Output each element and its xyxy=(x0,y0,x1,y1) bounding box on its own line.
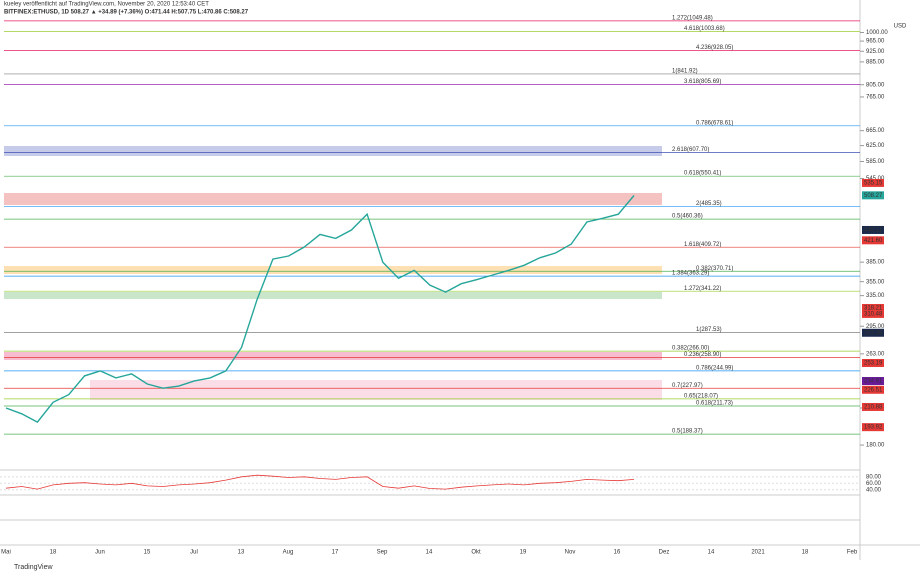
rsi-line xyxy=(5,474,635,490)
fib-label: 0.65(218.07) xyxy=(684,393,718,399)
x-tick-label: Okt xyxy=(471,550,481,556)
zone xyxy=(4,352,662,360)
price-tag-label: 310.48 xyxy=(864,311,883,317)
y-tick-label: 335.00 xyxy=(866,293,885,299)
price-tag-label: 508.27 xyxy=(864,193,883,199)
fib-label: 2(485.35) xyxy=(696,201,722,207)
x-tick-label: 14 xyxy=(708,550,715,556)
price-tag xyxy=(862,178,884,187)
fib-label: 1.618(409.72) xyxy=(684,242,721,248)
y-tick-label: 585.00 xyxy=(866,159,885,165)
x-tick-label: 18 xyxy=(802,550,809,556)
x-tick-label: 15 xyxy=(144,550,151,556)
x-tick-label: Dez xyxy=(659,550,670,556)
x-tick-label: 18 xyxy=(50,550,57,556)
fib-label: 1.384(363.29) xyxy=(672,271,709,277)
fib-label: 0.382(370.71) xyxy=(696,266,733,272)
price-tag-label: 421.60 xyxy=(864,238,883,244)
price-tag xyxy=(862,236,884,245)
y-tick-label: 965.00 xyxy=(866,39,885,45)
y-tick-label: 355.00 xyxy=(866,279,885,285)
rsi-tick-label: 60.00 xyxy=(866,481,882,487)
fib-label: 0.7(227.97) xyxy=(672,383,703,389)
brand: TradingView xyxy=(14,564,53,571)
y-tick-label: 295.00 xyxy=(866,324,885,330)
price-tag xyxy=(862,191,884,200)
y-tick-label: 625.00 xyxy=(866,143,885,149)
x-tick-label: 16 xyxy=(614,550,621,556)
fib-label: 0.786(678.61) xyxy=(696,120,733,126)
price-tag-label: 210.88 xyxy=(864,405,883,411)
x-tick-label: Feb xyxy=(847,550,858,556)
price-tag-label: 193.92 xyxy=(864,425,883,431)
zone xyxy=(90,380,662,400)
zone xyxy=(4,193,662,205)
price-tag-label: 253.19 xyxy=(864,361,883,367)
fib-label: 0.618(550.41) xyxy=(684,171,721,177)
symbol-line: BITFINEX:ETHUSD, 1D 508.27 ▲ +34.89 (+7.… xyxy=(4,10,249,16)
y-tick-label: 180.00 xyxy=(866,443,885,449)
x-tick-label: 13 xyxy=(238,550,245,556)
price-tag xyxy=(862,423,884,432)
x-tick-label: Mai xyxy=(1,550,11,556)
x-tick-label: Jul xyxy=(190,550,198,556)
price-tag-label: 440.11 xyxy=(864,228,883,234)
y-tick-label: 925.00 xyxy=(866,49,885,55)
rsi-tick-label: 40.00 xyxy=(866,487,882,493)
zone xyxy=(4,146,662,156)
x-tick-label: Aug xyxy=(283,550,294,556)
price-tag xyxy=(862,358,884,367)
price-tag-label: 287.08 xyxy=(864,330,883,336)
fib-label: 0.618(211.73) xyxy=(696,401,733,407)
y-tick-label: 385.00 xyxy=(866,260,885,266)
y-tick-label: 263.00 xyxy=(866,351,885,357)
price-tag xyxy=(862,225,884,234)
currency: USD xyxy=(894,24,907,30)
fib-label: 4.236(928.05) xyxy=(696,45,733,51)
fib-label: 2.618(607.70) xyxy=(672,147,709,153)
author-line: kueley veröffentlicht auf TradingView.co… xyxy=(4,2,209,8)
fib-label: 4.618(1003.68) xyxy=(684,26,725,32)
price-tag xyxy=(862,385,884,394)
y-tick-label: 1000.00 xyxy=(866,30,888,36)
rsi-tick-label: 80.00 xyxy=(866,474,882,480)
zone xyxy=(4,266,662,274)
x-tick-label: Nov xyxy=(565,550,576,556)
price-tag xyxy=(862,377,884,386)
fib-label: 1(287.53) xyxy=(696,327,722,333)
y-tick-label: 885.00 xyxy=(866,59,885,65)
fib-label: 1.272(1049.48) xyxy=(672,15,713,21)
x-tick-label: Sep xyxy=(377,550,388,556)
y-tick-label: 665.00 xyxy=(866,128,885,134)
zone xyxy=(4,292,662,299)
y-tick-label: 805.00 xyxy=(866,82,885,88)
price-tag-label: 234.91 xyxy=(864,379,883,385)
price-tag-label: 318.21 xyxy=(864,306,883,312)
fib-label: 1(841.92) xyxy=(672,68,698,74)
x-tick-label: 19 xyxy=(520,550,527,556)
fib-label: 0.5(460.36) xyxy=(672,214,703,220)
x-tick-label: 14 xyxy=(426,550,433,556)
price-line xyxy=(5,195,635,423)
x-tick-label: 17 xyxy=(332,550,339,556)
fib-label: 0.382(266.00) xyxy=(672,346,709,352)
price-tag-label: 226.51 xyxy=(864,387,883,393)
fib-label: 3.618(805.69) xyxy=(684,79,721,85)
fib-label: 0.786(244.99) xyxy=(696,365,733,371)
fib-label: 0.5(188.37) xyxy=(672,429,703,435)
price-tag-label: 535.15 xyxy=(864,181,883,187)
price-tag xyxy=(862,328,884,337)
price-tag xyxy=(862,303,884,312)
x-tick-label: Jun xyxy=(95,550,105,556)
price-tag xyxy=(862,402,884,411)
price-tag xyxy=(862,309,884,318)
y-tick-label: 765.00 xyxy=(866,95,885,101)
fib-label: 0.236(258.90) xyxy=(684,352,721,358)
x-tick-label: 2021 xyxy=(751,550,765,556)
fib-label: 1.272(341.22) xyxy=(684,286,721,292)
